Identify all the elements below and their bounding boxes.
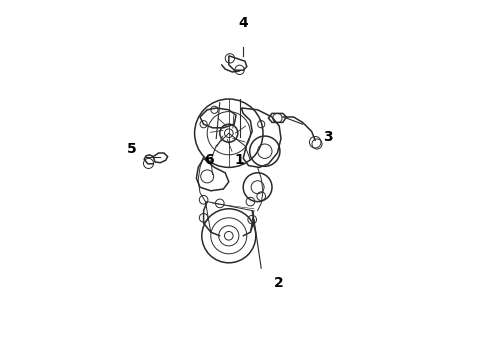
Text: 4: 4 xyxy=(238,17,248,30)
Text: 2: 2 xyxy=(274,276,284,289)
Text: 6: 6 xyxy=(204,153,214,167)
Text: 3: 3 xyxy=(323,130,333,144)
Text: 5: 5 xyxy=(127,143,137,156)
Text: 1: 1 xyxy=(235,153,245,167)
